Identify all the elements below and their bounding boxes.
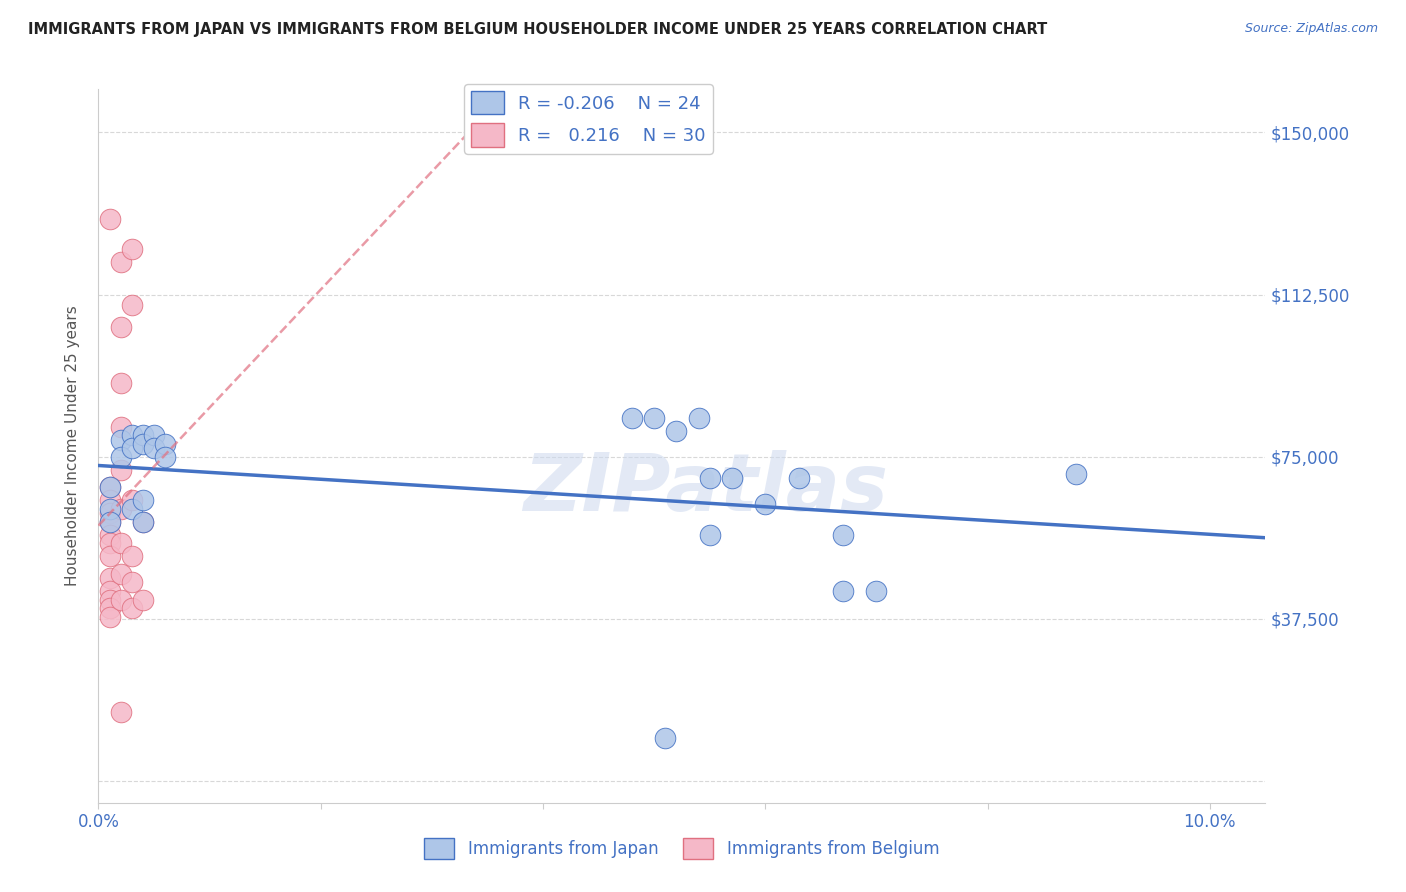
Point [121, 601, 143, 615]
Point [132, 515, 155, 529]
Point [110, 450, 132, 464]
Point [98, 211, 121, 226]
Point [143, 441, 166, 455]
Text: Source: ZipAtlas.com: Source: ZipAtlas.com [1244, 22, 1378, 36]
Point [121, 428, 143, 442]
Point [98, 501, 121, 516]
Point [121, 441, 143, 455]
Point [110, 255, 132, 269]
Point [1066, 467, 1088, 482]
Point [865, 583, 887, 598]
Point [654, 731, 676, 745]
Point [121, 549, 143, 564]
Point [121, 501, 143, 516]
Point [98, 480, 121, 494]
Text: ZIPatlas: ZIPatlas [523, 450, 887, 528]
Point [620, 410, 643, 425]
Point [153, 450, 176, 464]
Point [110, 566, 132, 581]
Point [110, 433, 132, 447]
Point [754, 497, 776, 511]
Point [98, 571, 121, 585]
Text: IMMIGRANTS FROM JAPAN VS IMMIGRANTS FROM BELGIUM HOUSEHOLDER INCOME UNDER 25 YEA: IMMIGRANTS FROM JAPAN VS IMMIGRANTS FROM… [28, 22, 1047, 37]
Point [787, 471, 810, 485]
Point [98, 480, 121, 494]
Point [98, 583, 121, 598]
Point [110, 376, 132, 391]
Point [110, 705, 132, 719]
Point [132, 428, 155, 442]
Point [110, 463, 132, 477]
Point [98, 527, 121, 541]
Point [110, 536, 132, 550]
Point [721, 471, 744, 485]
Point [110, 501, 132, 516]
Point [153, 437, 176, 451]
Legend: Immigrants from Japan, Immigrants from Belgium: Immigrants from Japan, Immigrants from B… [418, 831, 946, 866]
Point [132, 493, 155, 508]
Point [98, 549, 121, 564]
Point [121, 493, 143, 508]
Point [98, 515, 121, 529]
Point [688, 410, 710, 425]
Point [121, 298, 143, 312]
Point [699, 471, 721, 485]
Point [110, 320, 132, 334]
Point [98, 515, 121, 529]
Point [98, 592, 121, 607]
Point [110, 592, 132, 607]
Point [98, 601, 121, 615]
Point [643, 410, 665, 425]
Point [699, 527, 721, 541]
Y-axis label: Householder Income Under 25 years: Householder Income Under 25 years [65, 306, 80, 586]
Point [143, 428, 166, 442]
Point [132, 515, 155, 529]
Point [132, 437, 155, 451]
Point [832, 527, 855, 541]
Point [832, 583, 855, 598]
Point [98, 536, 121, 550]
Point [98, 493, 121, 508]
Point [121, 242, 143, 256]
Point [98, 506, 121, 520]
Point [665, 424, 688, 438]
Point [132, 592, 155, 607]
Point [98, 610, 121, 624]
Point [110, 419, 132, 434]
Point [121, 575, 143, 590]
